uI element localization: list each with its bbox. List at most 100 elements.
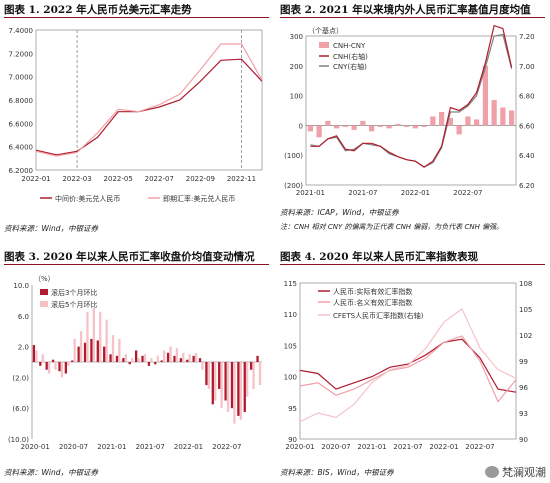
- y-tick-label: 6.6000: [9, 120, 34, 128]
- bar: [233, 362, 236, 424]
- y-tick-label: 110: [284, 311, 297, 319]
- bar: [156, 355, 159, 362]
- bar: [105, 319, 108, 362]
- y-tick-label: 300: [290, 33, 303, 41]
- plot-frame: [35, 29, 263, 171]
- bar: [92, 308, 96, 362]
- legend-swatch: [40, 289, 48, 295]
- bar: [109, 354, 112, 362]
- y2-tick-label: 6.20: [519, 182, 535, 190]
- y-tick-label: 6.4000: [9, 144, 34, 152]
- series-line: [310, 24, 513, 168]
- y-tick-label: 200: [290, 63, 303, 71]
- y-tick-label: 6.0: [18, 313, 29, 321]
- legend-label: 人民币:名义有效汇率指数: [333, 298, 412, 307]
- bar: [386, 125, 392, 129]
- bar: [122, 358, 125, 362]
- bar: [500, 107, 506, 126]
- chart-4: 1151101051009590108105102999693902020-01…: [284, 280, 533, 451]
- bar: [351, 125, 357, 130]
- y2-tick-label: 6.80: [519, 93, 535, 101]
- bar: [103, 346, 106, 362]
- y-tick-label: 6.8000: [9, 97, 34, 105]
- bar: [192, 355, 195, 362]
- y2-tick-label: 93: [519, 410, 528, 418]
- series-line: [35, 43, 263, 157]
- x-tick-label: 2021-01: [97, 443, 126, 451]
- y-axis-label: （个基点）: [308, 26, 343, 35]
- bar: [430, 116, 436, 126]
- plot-frame: [305, 35, 517, 186]
- legend-label: CNH-CNY: [333, 42, 366, 50]
- y2-tick-label: 96: [519, 384, 528, 392]
- y-tick-label: (200): [284, 182, 303, 190]
- bar: [316, 125, 322, 138]
- bar: [465, 116, 471, 126]
- bar: [86, 311, 89, 362]
- title-rule: [280, 17, 545, 18]
- bar: [83, 342, 87, 362]
- x-tick-label: 2021-07: [136, 443, 165, 451]
- series-line: [35, 58, 263, 156]
- legend-label: 滚后5个月环比: [51, 300, 97, 309]
- bar: [456, 125, 462, 135]
- bar: [166, 352, 170, 362]
- bar: [224, 362, 227, 401]
- bar: [226, 362, 230, 413]
- bar: [99, 311, 102, 362]
- y-tick-label: 7.2000: [9, 50, 34, 58]
- bar: [154, 362, 157, 365]
- x-tick-label: 2022-01: [174, 443, 203, 451]
- legend-label: CNH(右轴): [333, 52, 368, 61]
- y-tick-label: (10.0): [8, 436, 29, 444]
- bar: [118, 338, 121, 362]
- bar: [96, 340, 99, 362]
- bar: [307, 125, 313, 132]
- bar: [137, 358, 140, 362]
- panel-1: 图表 1. 2022 年人民币兑美元汇率走势 7.4000 7.2000 7.000…: [0, 0, 271, 236]
- bar: [77, 346, 80, 362]
- x-tick-label: 2022-01: [401, 189, 430, 197]
- bar: [134, 350, 138, 362]
- panel-2-source: 资料来源：ICAP，Wind，中银证券: [280, 208, 399, 217]
- y-tick-label: 105: [284, 342, 297, 350]
- bar: [131, 358, 134, 362]
- x-tick-label: 2022-01: [429, 443, 458, 451]
- y-tick-label: 95: [288, 405, 297, 413]
- bar: [237, 362, 240, 416]
- panel-4-title: 图表 4. 2020 年以来人民币汇率指数表现: [280, 251, 479, 263]
- panel-3-source: 资料来源：Wind，中银证券: [4, 468, 99, 477]
- x-tick-label: 2020-01: [21, 443, 50, 451]
- y2-tick-label: 105: [519, 306, 532, 314]
- legend-label: 即期汇率:美元兑人民币: [163, 194, 235, 203]
- y-tick-label: (100): [284, 152, 303, 160]
- x-tick-label: 2022-03: [62, 175, 91, 183]
- bar: [211, 362, 214, 405]
- x-tick-label: 2022-11: [227, 175, 256, 183]
- chart-2: （个基点） 300 200 100 0 (100) (200) 7.20 7.00 6.80 6.6…: [284, 24, 535, 197]
- x-tick-label: 2022-07: [465, 443, 494, 451]
- y-tick-label: (6.0): [12, 405, 29, 413]
- watermark-text: 梵澜观潮: [502, 466, 546, 479]
- x-tick-label: 2020-07: [321, 443, 350, 451]
- series-line: [299, 308, 517, 423]
- bar: [258, 362, 262, 386]
- bar: [179, 358, 183, 362]
- bar: [143, 354, 147, 362]
- title-rule: [4, 17, 269, 18]
- panel-2: 图表 2. 2021 年以来境内外人民币汇率基值月度均值 （个基点） 300 200…: [276, 0, 547, 236]
- panel-3-title: 图表 3. 2020 年以来人民币汇率收盘价均值变动情况: [4, 251, 255, 263]
- legend-label: 中间价:美元兑人民币: [55, 194, 120, 203]
- x-tick-label: 2021-07: [348, 189, 377, 197]
- bar: [412, 125, 418, 129]
- title-rule: [280, 264, 545, 265]
- bar: [58, 362, 61, 372]
- y-tick-label: 100: [284, 374, 297, 382]
- bar: [439, 111, 445, 126]
- x-tick-label: 2022-07: [212, 443, 241, 451]
- bar: [150, 358, 153, 362]
- bar: [447, 117, 453, 126]
- bar: [51, 359, 55, 362]
- y2-tick-label: 90: [519, 436, 528, 444]
- bar: [395, 123, 401, 126]
